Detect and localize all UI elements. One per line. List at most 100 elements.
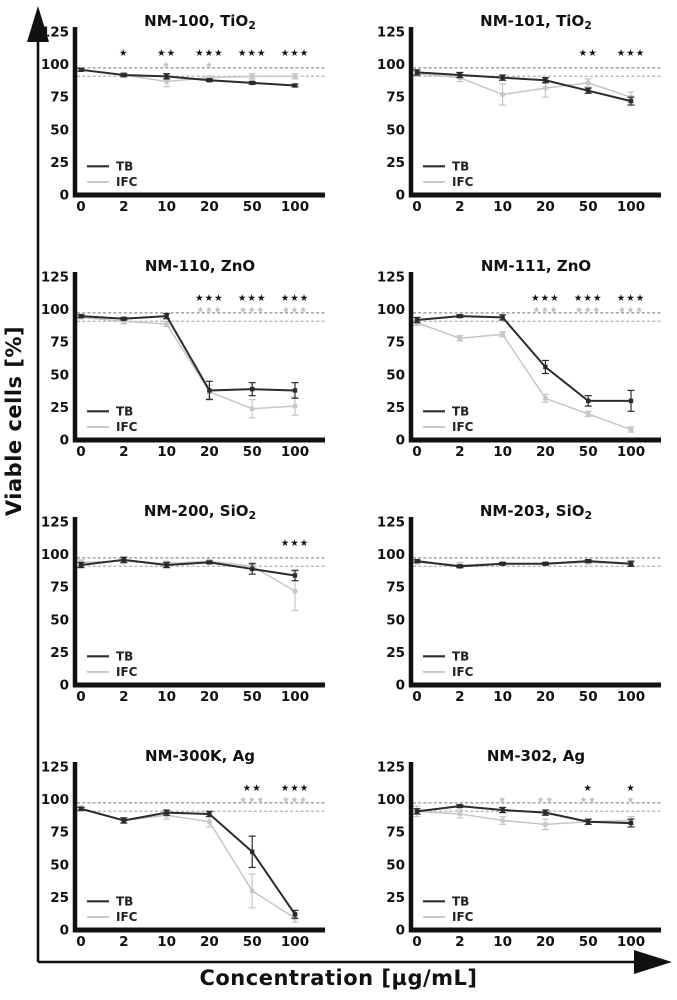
data-marker-TB — [292, 573, 298, 578]
legend-label-IFC: IFC — [116, 665, 138, 679]
chart-panel-nm-200-sio: NM-200, SiO2 ★★★ 0 25 50 75 100 125 0 2 10 20 50 100 T… — [30, 502, 330, 708]
data-marker-IFC — [543, 822, 548, 827]
panel-title: NM-302, Ag — [487, 747, 585, 765]
x-tick-label: 50 — [243, 934, 262, 950]
data-marker-TB — [543, 561, 548, 566]
series-line-TB — [80, 68, 296, 87]
data-marker-IFC — [543, 85, 548, 91]
y-tick-label: 25 — [50, 400, 69, 416]
y-tick-label: 0 — [396, 923, 405, 939]
panel-svg: NM-100, TiO2★ ★★ ★★★ ★★★ ★★★★ ★02550751001250… — [41, 12, 325, 215]
y-tick-label: 0 — [60, 433, 69, 449]
y-tick-label: 100 — [41, 302, 69, 318]
significance-black: ★★★ — [195, 48, 224, 59]
legend-label-IFC: IFC — [452, 175, 474, 189]
legend-label-IFC: IFC — [452, 665, 474, 679]
y-axis-label: Viable cells [%] — [2, 325, 26, 517]
data-marker-TB — [121, 557, 126, 563]
legend-label-TB: TB — [116, 894, 133, 908]
significance-gray: ★★★ — [618, 306, 644, 316]
x-tick-label: 10 — [493, 934, 512, 950]
y-tick-label: 50 — [386, 612, 405, 628]
significance-gray: ★★★ — [532, 306, 558, 316]
data-marker-IFC — [586, 80, 591, 86]
data-marker-IFC — [164, 79, 169, 84]
significance-gray: ★ — [162, 61, 171, 71]
x-tick-label: 20 — [536, 934, 555, 950]
y-tick-label: 50 — [50, 367, 69, 383]
x-tick-label: 0 — [412, 934, 421, 950]
significance-gray: ★★★ — [575, 306, 601, 316]
significance-gray: ★ — [627, 796, 636, 806]
data-marker-TB — [543, 78, 548, 83]
y-tick-label: 25 — [386, 645, 405, 661]
y-tick-label: 0 — [60, 678, 69, 694]
data-marker-IFC — [207, 75, 212, 80]
data-marker-IFC — [586, 411, 591, 417]
x-tick-label: 100 — [617, 444, 645, 460]
y-tick-label: 0 — [396, 433, 405, 449]
data-marker-TB — [628, 98, 634, 104]
data-marker-TB — [121, 316, 126, 321]
y-tick-label: 25 — [386, 400, 405, 416]
panel-title: NM-203, SiO2 — [480, 502, 592, 522]
y-tick-label: 25 — [386, 890, 405, 906]
significance-black: ★★★ — [281, 293, 310, 304]
y-tick-label: 0 — [60, 923, 69, 939]
legend-label-IFC: IFC — [116, 175, 138, 189]
y-tick-label: 100 — [41, 792, 69, 808]
data-marker-TB — [78, 313, 84, 319]
x-tick-label: 2 — [119, 934, 128, 950]
x-tick-label: 0 — [76, 444, 85, 460]
y-tick-label: 125 — [377, 270, 405, 286]
x-tick-label: 100 — [281, 934, 309, 950]
y-tick-label: 75 — [386, 580, 405, 596]
data-marker-TB — [164, 810, 169, 815]
panel-svg: NM-110, ZnO★★★ ★★★ ★★★★★★ ★★★ ★★★02550751001… — [41, 257, 325, 460]
y-tick-label: 0 — [396, 678, 405, 694]
y-tick-label: 25 — [50, 645, 69, 661]
x-tick-label: 50 — [243, 689, 262, 705]
significance-black: ★★★ — [531, 293, 560, 304]
x-tick-label: 50 — [579, 444, 598, 460]
x-tick-label: 2 — [119, 689, 128, 705]
series-line-IFC — [80, 560, 296, 592]
chart-panel-nm-100-tio: NM-100, TiO2 ★ ★★ ★★★ ★★★ ★★★ ★ ★ 0 25 50 75 100 125 0… — [30, 12, 330, 218]
x-tick-label: 0 — [76, 689, 85, 705]
significance-gray: ★★★ — [282, 796, 308, 806]
panel-title: NM-100, TiO2 — [144, 12, 256, 32]
data-marker-IFC — [457, 811, 462, 817]
x-tick-label: 0 — [76, 934, 85, 950]
x-tick-label: 2 — [119, 444, 128, 460]
x-tick-label: 10 — [157, 934, 176, 950]
data-marker-TB — [207, 560, 212, 565]
significance-black: ★★ — [157, 48, 176, 59]
x-tick-label: 100 — [617, 689, 645, 705]
x-tick-label: 0 — [412, 444, 421, 460]
data-marker-TB — [500, 75, 505, 80]
series-line-IFC — [416, 72, 632, 98]
data-marker-TB — [121, 818, 126, 823]
significance-gray: ★★★ — [239, 306, 265, 316]
significance-black: ★★★ — [195, 293, 224, 304]
legend-label-TB: TB — [116, 404, 133, 418]
data-marker-IFC — [457, 336, 462, 341]
x-tick-label: 20 — [200, 199, 219, 215]
series-line-IFC — [80, 808, 296, 919]
y-tick-label: 75 — [386, 825, 405, 841]
panel-svg: NM-200, SiO2 ★★★ 0 25 50 75 100 125 0 2 10 20 50 100 T… — [41, 502, 325, 705]
significance-gray: ★★★ — [282, 306, 308, 316]
data-marker-TB — [586, 558, 591, 564]
data-marker-TB — [292, 912, 298, 917]
data-marker-TB — [457, 72, 462, 78]
x-tick-label: 10 — [493, 689, 512, 705]
data-marker-TB — [250, 80, 255, 86]
panel-title: NM-101, TiO2 — [480, 12, 592, 32]
data-marker-IFC — [500, 818, 505, 823]
data-marker-TB — [543, 364, 548, 370]
x-tick-label: 10 — [157, 199, 176, 215]
data-marker-TB — [250, 849, 255, 854]
significance-black: ★★★ — [617, 48, 646, 59]
x-tick-label: 10 — [493, 199, 512, 215]
